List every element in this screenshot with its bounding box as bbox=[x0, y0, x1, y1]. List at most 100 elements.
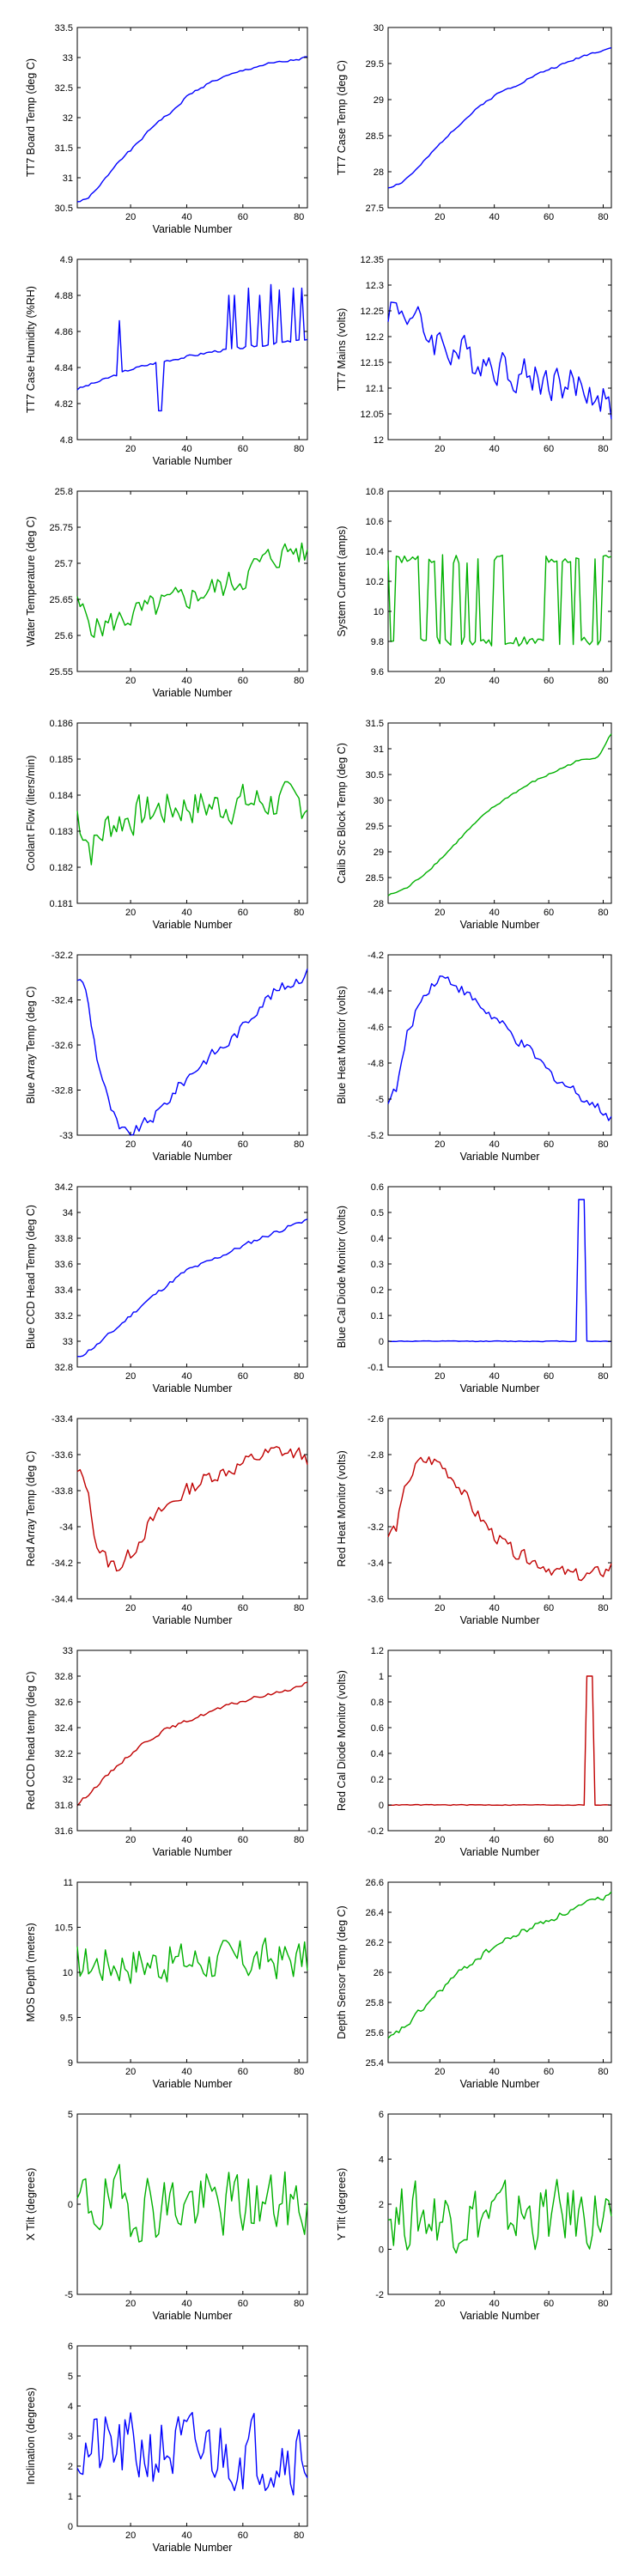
plot-frame bbox=[387, 2113, 612, 2295]
y-tick-label: 32 bbox=[63, 1775, 73, 1785]
series-line bbox=[387, 46, 612, 189]
y-tick-label: -33 bbox=[59, 1131, 73, 1141]
y-tick-label: -34 bbox=[59, 1522, 73, 1533]
y-tick-label: 12.1 bbox=[366, 384, 384, 394]
y-tick-label: -4.2 bbox=[368, 951, 384, 961]
chart-inclination: 20 40 60 80 0 1 2 3 4 5 6 Variable Number Inclinatio… bbox=[25, 2342, 308, 2554]
y-tick-label: 12 bbox=[374, 435, 384, 446]
x-tick-label: 40 bbox=[489, 1835, 500, 1845]
plot-frame bbox=[76, 258, 308, 440]
x-tick-label: 80 bbox=[294, 908, 304, 918]
y-tick-label: 33 bbox=[63, 53, 73, 64]
x-tick-label: 20 bbox=[434, 1603, 445, 1613]
plot-frame bbox=[387, 1881, 612, 2063]
series-line bbox=[387, 1199, 612, 1343]
y-tick-label: 31 bbox=[374, 744, 384, 755]
y-tick-label: 0 bbox=[379, 2245, 384, 2256]
x-tick-label: 60 bbox=[238, 1139, 248, 1150]
y-tick-label: 32.6 bbox=[55, 1698, 73, 1708]
x-tick-label: 80 bbox=[598, 1139, 608, 1150]
y-tick-label: -33.6 bbox=[52, 1450, 73, 1461]
series-line bbox=[76, 1218, 308, 1358]
y-axis-label: Blue CCD Head Temp (deg C) bbox=[25, 1205, 37, 1349]
y-tick-label: 26.6 bbox=[366, 1878, 384, 1888]
series-line bbox=[387, 733, 612, 896]
y-axis-label: Calib Src Block Temp (deg C) bbox=[336, 743, 348, 884]
chart-tt7-case-temp: 20 40 60 80 27.5 28 28.5 29 29.5 30 TT7 Case Temp … bbox=[336, 23, 612, 222]
chart-blue-heat-monitor: 20 40 60 80 -5.2 -5 -4.8 -4.6 -4.4 -4.2 Variable N… bbox=[336, 951, 612, 1163]
y-tick-label: 1.2 bbox=[371, 1646, 384, 1656]
x-axis-label: Variable Number bbox=[153, 2310, 233, 2322]
y-tick-label: 0.182 bbox=[49, 863, 73, 873]
x-tick-label: 60 bbox=[238, 2299, 248, 2309]
y-tick-label: 33.4 bbox=[55, 1285, 73, 1296]
chart-red-cal-diode-monitor: 20 40 60 80 -0.2 0 0.2 0.4 0.6 0.8 1 1.2 Variable Nu… bbox=[336, 1646, 612, 1858]
x-axis-label: Variable Number bbox=[153, 919, 233, 931]
series-line bbox=[387, 2178, 612, 2254]
y-tick-label: 31.8 bbox=[55, 1801, 73, 1811]
y-tick-label: 10.4 bbox=[366, 547, 384, 557]
x-tick-label: 20 bbox=[125, 2067, 136, 2077]
y-tick-label: 32.2 bbox=[55, 1749, 73, 1759]
y-axis-label: Red Cal Diode Monitor (volts) bbox=[336, 1670, 348, 1811]
y-tick-label: 6 bbox=[68, 2342, 73, 2352]
y-tick-label: -3.6 bbox=[368, 1595, 384, 1605]
chart-tt7-case-humidity: 20 40 60 80 4.8 4.82 4.84 4.86 4.88 4.9 Variable N… bbox=[25, 255, 308, 467]
y-tick-label: 33 bbox=[63, 1646, 73, 1656]
y-tick-label: 28.5 bbox=[366, 873, 384, 884]
chart-depth-sensor-temp: 20 40 60 80 25.4 25.6 25.8 26 26.2 26.4 26.6 Variab… bbox=[336, 1878, 612, 2090]
y-tick-label: 0.184 bbox=[49, 791, 73, 801]
x-tick-label: 20 bbox=[125, 444, 136, 454]
x-tick-label: 20 bbox=[434, 2299, 445, 2309]
x-tick-label: 40 bbox=[181, 2530, 191, 2541]
x-tick-label: 80 bbox=[294, 444, 304, 454]
y-tick-label: -32.2 bbox=[52, 951, 73, 961]
plot-frame bbox=[76, 2345, 308, 2527]
x-tick-label: 20 bbox=[125, 676, 136, 686]
plot-frame bbox=[76, 490, 308, 672]
y-tick-label: -32.4 bbox=[52, 996, 73, 1006]
y-tick-label: 2 bbox=[68, 2462, 73, 2472]
y-tick-label: 10.6 bbox=[366, 517, 384, 527]
x-tick-label: 60 bbox=[544, 1835, 554, 1845]
y-tick-label: -32.8 bbox=[52, 1086, 73, 1097]
x-axis-label: Variable Number bbox=[460, 1382, 540, 1394]
y-axis-label: Blue Array Temp (deg C) bbox=[25, 987, 37, 1104]
y-tick-label: 25.6 bbox=[366, 2028, 384, 2038]
x-tick-label: 60 bbox=[238, 1603, 248, 1613]
y-tick-label: 0.2 bbox=[371, 1285, 384, 1296]
x-tick-label: 20 bbox=[434, 212, 445, 222]
y-tick-label: 9.5 bbox=[60, 2014, 73, 2024]
y-axis-label: MOS Depth (meters) bbox=[25, 1923, 37, 2021]
x-tick-label: 20 bbox=[125, 2530, 136, 2541]
series-line bbox=[76, 1681, 308, 1807]
y-tick-label: 26.4 bbox=[366, 1908, 384, 1918]
chart-y-tilt: 20 40 60 80 -2 0 2 4 6 Variable Number Y Tilt (deg… bbox=[336, 2110, 612, 2322]
x-tick-label: 20 bbox=[125, 1139, 136, 1150]
x-axis-label: Variable Number bbox=[153, 2542, 233, 2554]
x-tick-label: 40 bbox=[181, 908, 191, 918]
y-tick-label: 31.5 bbox=[366, 719, 384, 729]
series-line bbox=[76, 969, 308, 1136]
y-tick-label: -34.2 bbox=[52, 1558, 73, 1569]
x-tick-label: 80 bbox=[598, 212, 608, 222]
y-tick-label: 0.6 bbox=[371, 1182, 384, 1193]
y-tick-label: 25.6 bbox=[55, 631, 73, 641]
y-tick-label: 30 bbox=[374, 23, 384, 33]
y-tick-label: 4 bbox=[68, 2402, 73, 2412]
x-tick-label: 80 bbox=[294, 2530, 304, 2541]
x-tick-label: 20 bbox=[434, 676, 445, 686]
plot-frame bbox=[387, 954, 612, 1136]
chart-coolant-flow: 20 40 60 80 0.181 0.182 0.183 0.184 0.185 0.186 Va… bbox=[25, 719, 308, 931]
y-tick-label: 25.8 bbox=[366, 1998, 384, 2008]
y-tick-label: 0.6 bbox=[371, 1723, 384, 1734]
x-tick-label: 40 bbox=[489, 444, 500, 454]
y-tick-label: 4.86 bbox=[55, 327, 73, 337]
y-tick-label: 10.2 bbox=[366, 577, 384, 587]
y-tick-label: 2 bbox=[379, 2200, 384, 2210]
y-tick-label: 29 bbox=[374, 848, 384, 858]
x-tick-label: 80 bbox=[598, 676, 608, 686]
y-tick-label: -0.1 bbox=[368, 1363, 384, 1373]
chart-water-temperature: 20 40 60 80 25.55 25.6 25.65 25.7 25.75 25.8 Varia… bbox=[25, 487, 308, 699]
y-tick-label: 0.8 bbox=[371, 1698, 384, 1708]
